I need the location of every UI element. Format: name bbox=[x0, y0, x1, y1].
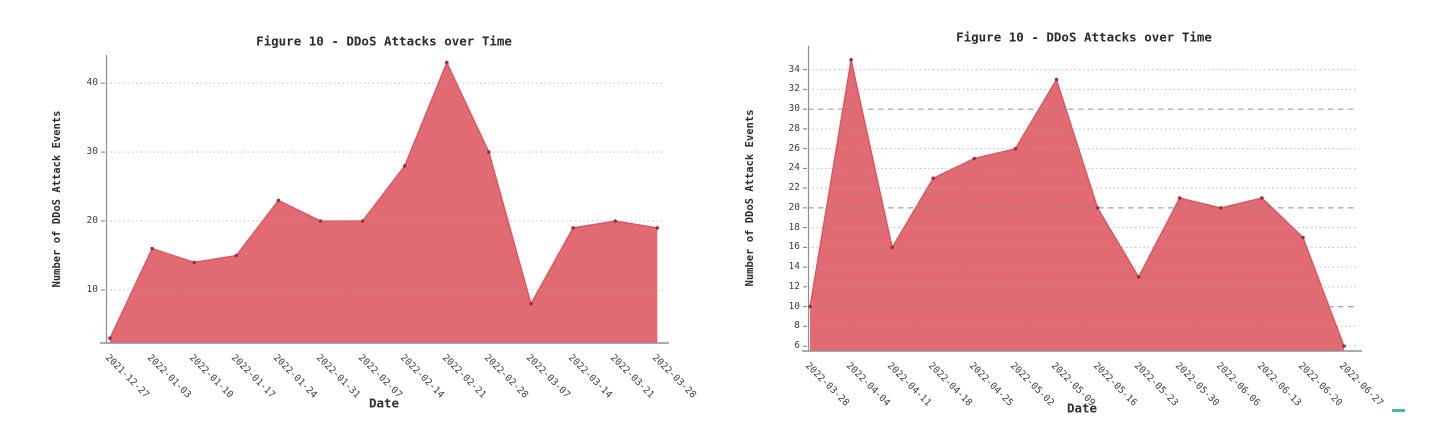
data-point-marker bbox=[108, 336, 112, 341]
x-axis-label: Date bbox=[1066, 400, 1098, 416]
data-point-marker bbox=[849, 58, 853, 62]
data-point-marker bbox=[234, 253, 239, 258]
y-tick-label: 18 bbox=[788, 221, 800, 233]
data-point-marker bbox=[1013, 146, 1018, 151]
data-point-marker bbox=[1342, 344, 1346, 348]
y-tick-label: 28 bbox=[788, 122, 800, 134]
y-tick-label: 26 bbox=[788, 142, 800, 154]
y-tick-label: 16 bbox=[788, 241, 800, 253]
data-point-marker bbox=[808, 304, 812, 309]
y-tick-label: 20 bbox=[788, 201, 800, 213]
data-point-marker bbox=[150, 246, 154, 251]
x-tick-label: 2022-02-14 bbox=[397, 352, 446, 401]
trend-line bbox=[109, 60, 658, 339]
plot-canvas bbox=[100, 55, 669, 344]
y-tick-label: 30 bbox=[788, 103, 800, 115]
x-tick-label: 2022-01-31 bbox=[313, 352, 362, 401]
y-tick-label: 40 bbox=[86, 77, 98, 89]
y-tick-label: 10 bbox=[788, 300, 800, 312]
chart-title: Figure 10 - DDoS Attacks over Time bbox=[256, 33, 512, 49]
data-point-marker bbox=[655, 226, 660, 230]
x-tick-label: 2022-01-24 bbox=[271, 352, 320, 401]
data-point-marker bbox=[487, 150, 491, 154]
trend-line bbox=[809, 59, 1345, 347]
x-tick-label: 2022-01-03 bbox=[145, 352, 194, 401]
y-tick-label: 22 bbox=[788, 182, 800, 194]
data-point-marker bbox=[1095, 206, 1100, 210]
data-point-marker bbox=[192, 260, 196, 265]
x-tick-label: 2022-02-28 bbox=[481, 352, 531, 401]
data-point-marker bbox=[360, 219, 365, 223]
x-tick-label: 2022-02-21 bbox=[439, 352, 488, 401]
y-tick-label: 32 bbox=[788, 83, 800, 95]
x-tick-label: 2022-02-07 bbox=[355, 352, 404, 401]
teal-mark-artifact bbox=[1392, 409, 1405, 412]
data-point-marker bbox=[1054, 77, 1059, 82]
data-point-marker bbox=[972, 156, 977, 161]
data-point-marker bbox=[571, 226, 575, 230]
data-point-marker bbox=[318, 219, 323, 223]
x-tick-label: 2022-05-16 bbox=[1090, 360, 1139, 409]
x-tick-label: 2022-01-10 bbox=[187, 352, 236, 401]
x-tick-label: 2021-12-27 bbox=[102, 352, 152, 401]
data-point-marker bbox=[1219, 206, 1223, 210]
x-tick-label: 2022-03-14 bbox=[566, 352, 615, 401]
y-tick-label: 34 bbox=[788, 63, 800, 75]
y-tick-label: 6 bbox=[794, 340, 800, 352]
data-point-marker bbox=[931, 176, 935, 181]
data-point-marker bbox=[890, 245, 894, 250]
x-tick-label: 2022-01-17 bbox=[229, 352, 278, 401]
x-tick-label: 2022-03-28 bbox=[650, 352, 699, 401]
data-point-marker bbox=[613, 219, 617, 223]
data-point-marker bbox=[402, 164, 407, 168]
y-tick-label: 12 bbox=[788, 280, 800, 292]
x-axis-label: Date bbox=[368, 395, 400, 411]
area-fill bbox=[110, 62, 658, 343]
x-tick-label: 2022-03-21 bbox=[608, 352, 657, 401]
y-axis-label: Number of DDoS Attack Events bbox=[51, 110, 63, 288]
data-point-marker bbox=[1260, 196, 1264, 200]
y-axis-label: Number of DDoS Attack Events bbox=[744, 109, 756, 287]
data-point-marker bbox=[445, 60, 449, 65]
chart-title: Figure 10 - DDoS Attacks over Time bbox=[956, 29, 1212, 45]
data-point-marker bbox=[1301, 235, 1305, 240]
data-point-marker bbox=[1177, 196, 1182, 200]
y-tick-label: 30 bbox=[86, 146, 98, 158]
area-fill bbox=[810, 59, 1344, 352]
y-tick-label: 10 bbox=[86, 283, 98, 295]
y-tick-label: 8 bbox=[794, 320, 800, 332]
y-tick-label: 14 bbox=[788, 261, 800, 273]
plot-canvas bbox=[802, 46, 1362, 352]
x-tick-label: 2022-06-27 bbox=[1336, 360, 1386, 409]
y-tick-label: 20 bbox=[86, 215, 98, 227]
y-tick-label: 24 bbox=[788, 162, 800, 174]
data-point-marker bbox=[276, 198, 281, 203]
x-tick-label: 2022-03-07 bbox=[523, 352, 573, 401]
data-point-marker bbox=[529, 301, 533, 306]
data-point-marker bbox=[1136, 275, 1141, 279]
x-tick-label: 2022-05-23 bbox=[1131, 360, 1180, 409]
